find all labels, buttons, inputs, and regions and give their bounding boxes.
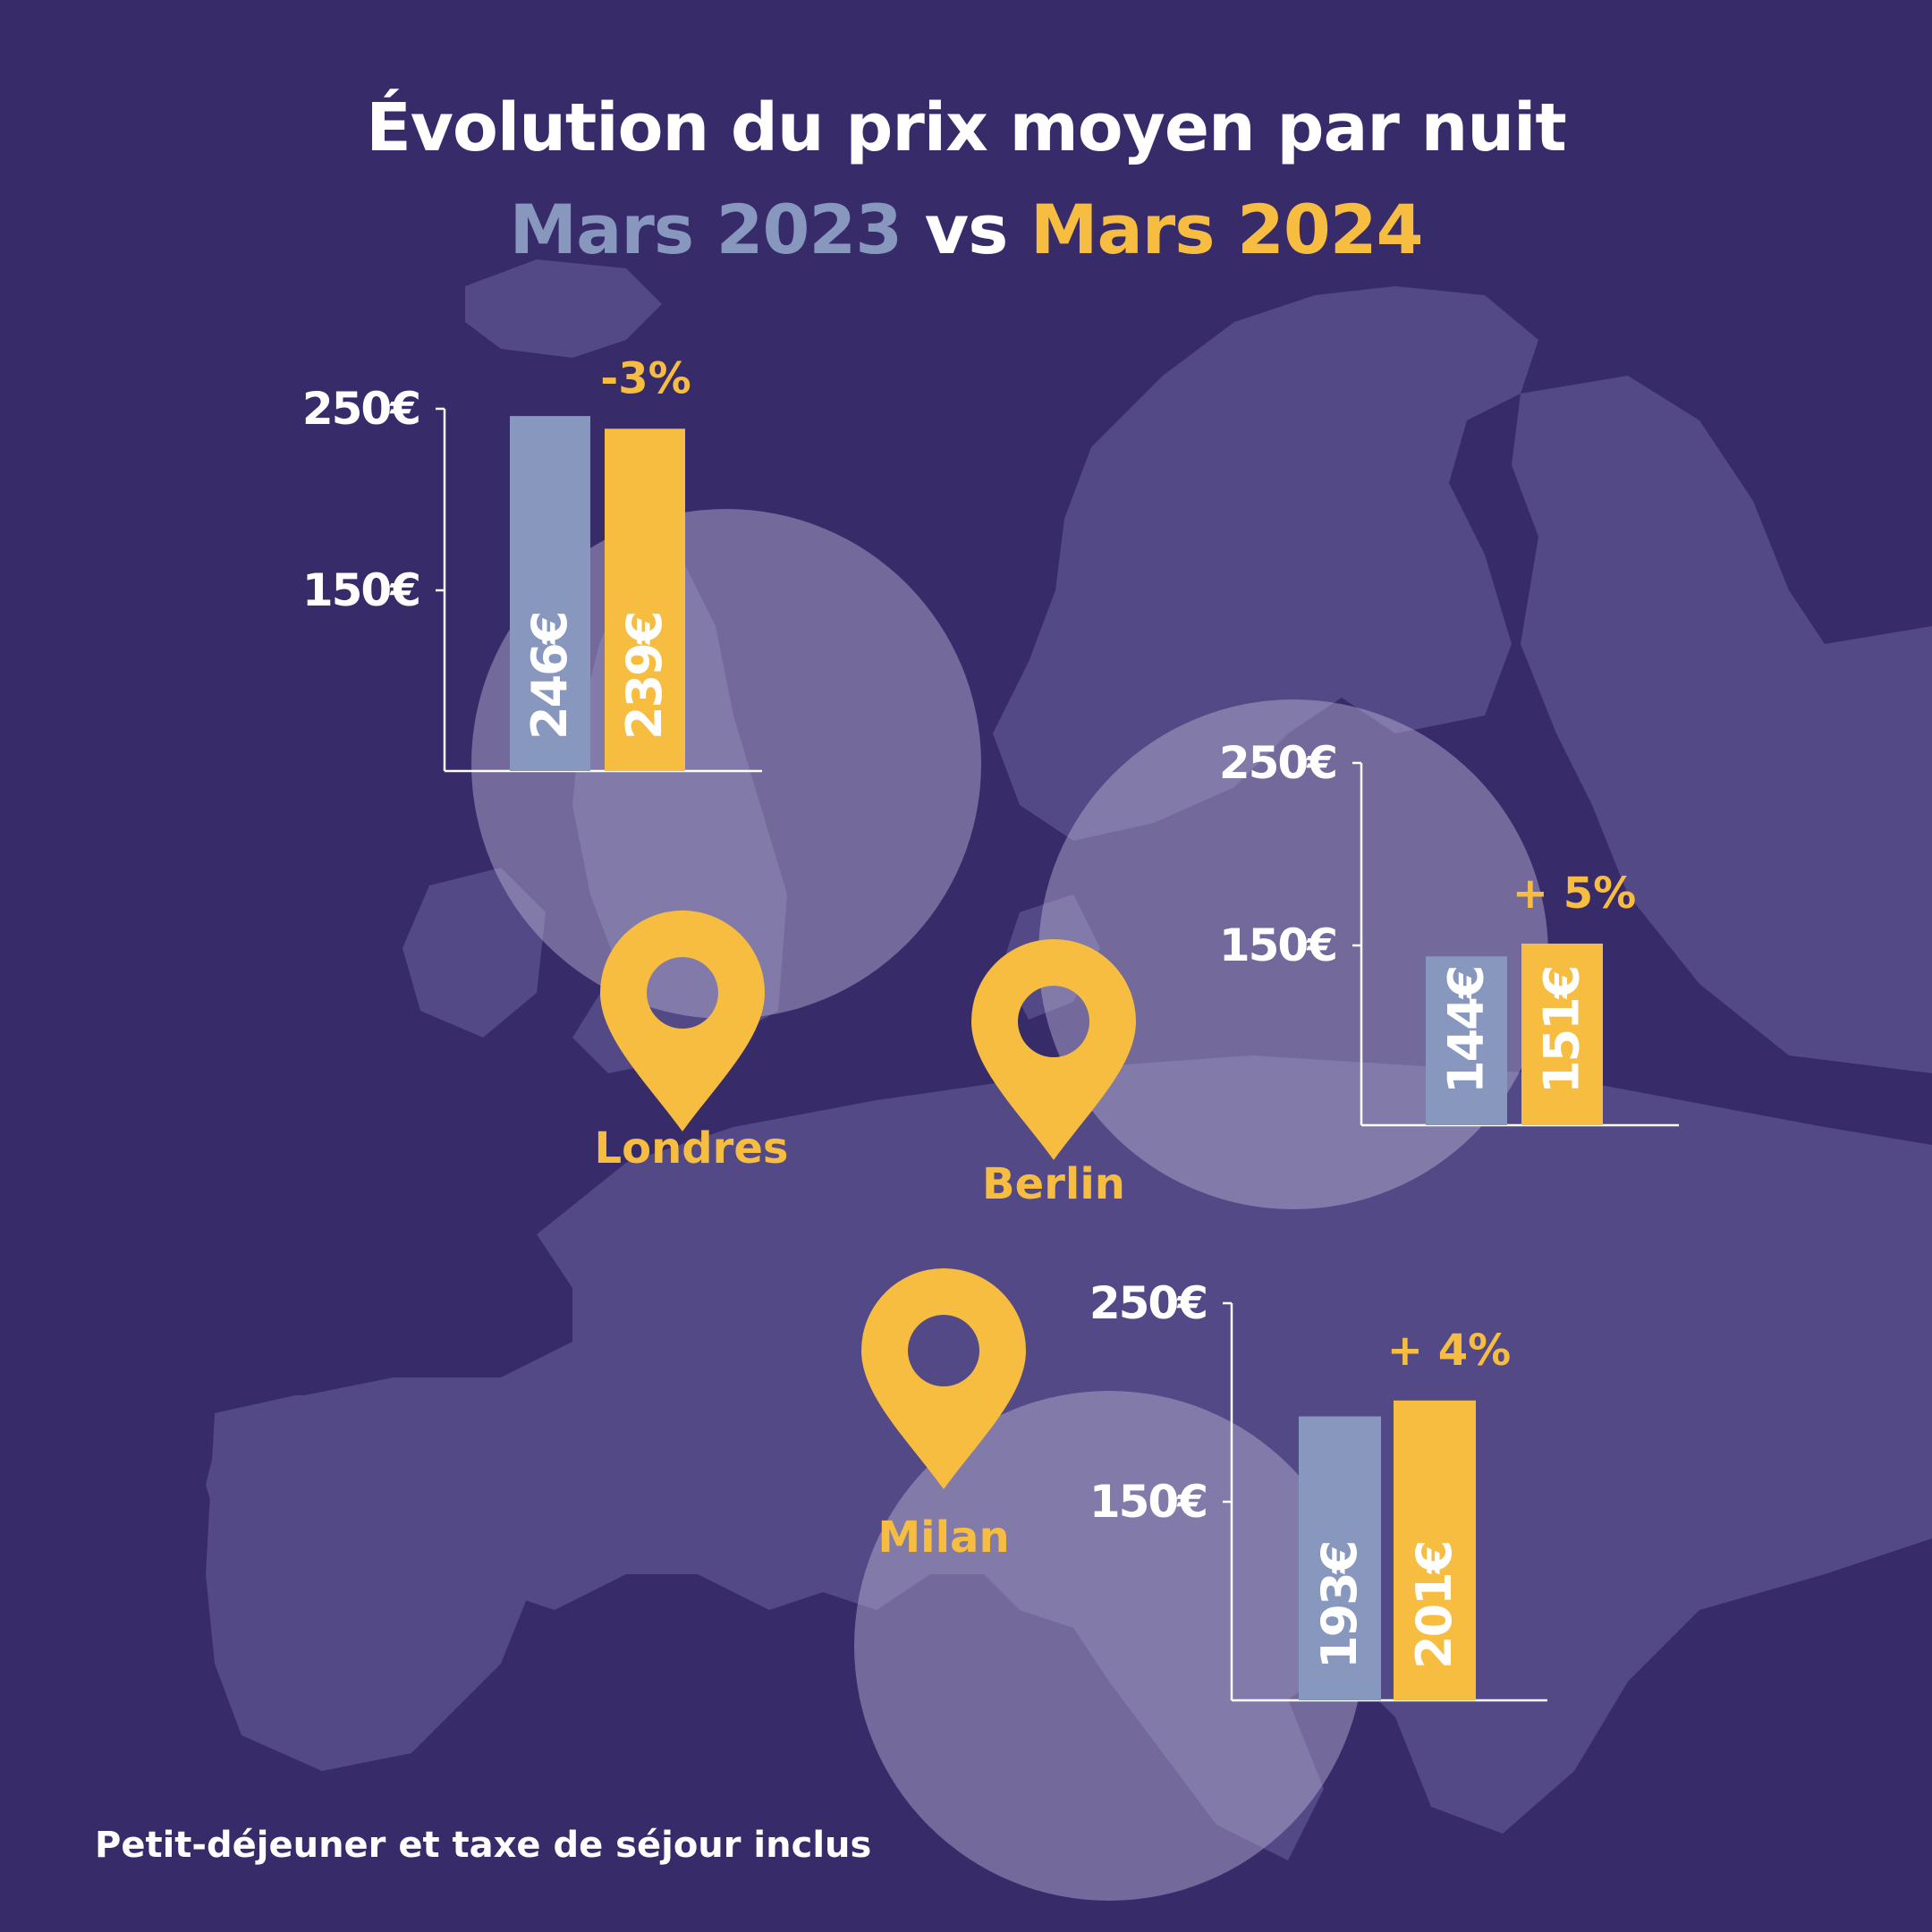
berlin-highlight-circle bbox=[1038, 699, 1548, 1209]
y-tick-label: 150€ bbox=[1089, 1476, 1207, 1528]
map-pin-icon bbox=[599, 910, 766, 1131]
bar-2023 bbox=[1426, 956, 1507, 1125]
y-tick-label: 250€ bbox=[1219, 737, 1336, 789]
subtitle-vs: vs bbox=[924, 190, 1009, 269]
y-tick-label: 150€ bbox=[1219, 919, 1336, 971]
change-percent-label: + 4% bbox=[1387, 1326, 1511, 1376]
subtitle: Mars 2023 vs Mars 2024 bbox=[0, 190, 1932, 269]
map-pin-icon bbox=[861, 1268, 1026, 1489]
bar-value-label: 239€ bbox=[616, 613, 673, 740]
bar-value-label: 151€ bbox=[1534, 967, 1590, 1094]
y-tick-label: 250€ bbox=[1089, 1277, 1207, 1329]
city-label: Berlin bbox=[982, 1159, 1125, 1209]
bar-value-label: 246€ bbox=[521, 613, 578, 740]
bar-2023 bbox=[510, 416, 590, 771]
y-tick-label: 150€ bbox=[302, 564, 419, 616]
bar-2024 bbox=[1394, 1400, 1476, 1700]
city-label: Milan bbox=[877, 1513, 1009, 1563]
y-tick-label: 250€ bbox=[302, 383, 419, 435]
bar-2024 bbox=[605, 428, 685, 771]
city-label: Londres bbox=[595, 1123, 789, 1174]
bar-2024 bbox=[1521, 943, 1603, 1125]
highlight-circles bbox=[471, 509, 1548, 1901]
footnote: Petit-déjeuner et taxe de séjour inclus bbox=[95, 1825, 872, 1866]
subtitle-series-2023: Mars 2023 bbox=[509, 190, 903, 269]
change-percent-label: -3% bbox=[600, 353, 691, 403]
bar-value-label: 193€ bbox=[1311, 1542, 1368, 1669]
bar-2023 bbox=[1299, 1416, 1381, 1700]
main-title: Évolution du prix moyen par nuit bbox=[366, 89, 1567, 166]
londres-highlight-circle bbox=[471, 509, 981, 1019]
change-percent-label: + 5% bbox=[1513, 869, 1636, 919]
subtitle-series-2024: Mars 2024 bbox=[1030, 190, 1424, 269]
bar-value-label: 201€ bbox=[1406, 1542, 1462, 1669]
milan-highlight-circle bbox=[854, 1391, 1364, 1901]
bar-value-label: 144€ bbox=[1438, 967, 1495, 1094]
map-pin-icon bbox=[971, 939, 1136, 1160]
